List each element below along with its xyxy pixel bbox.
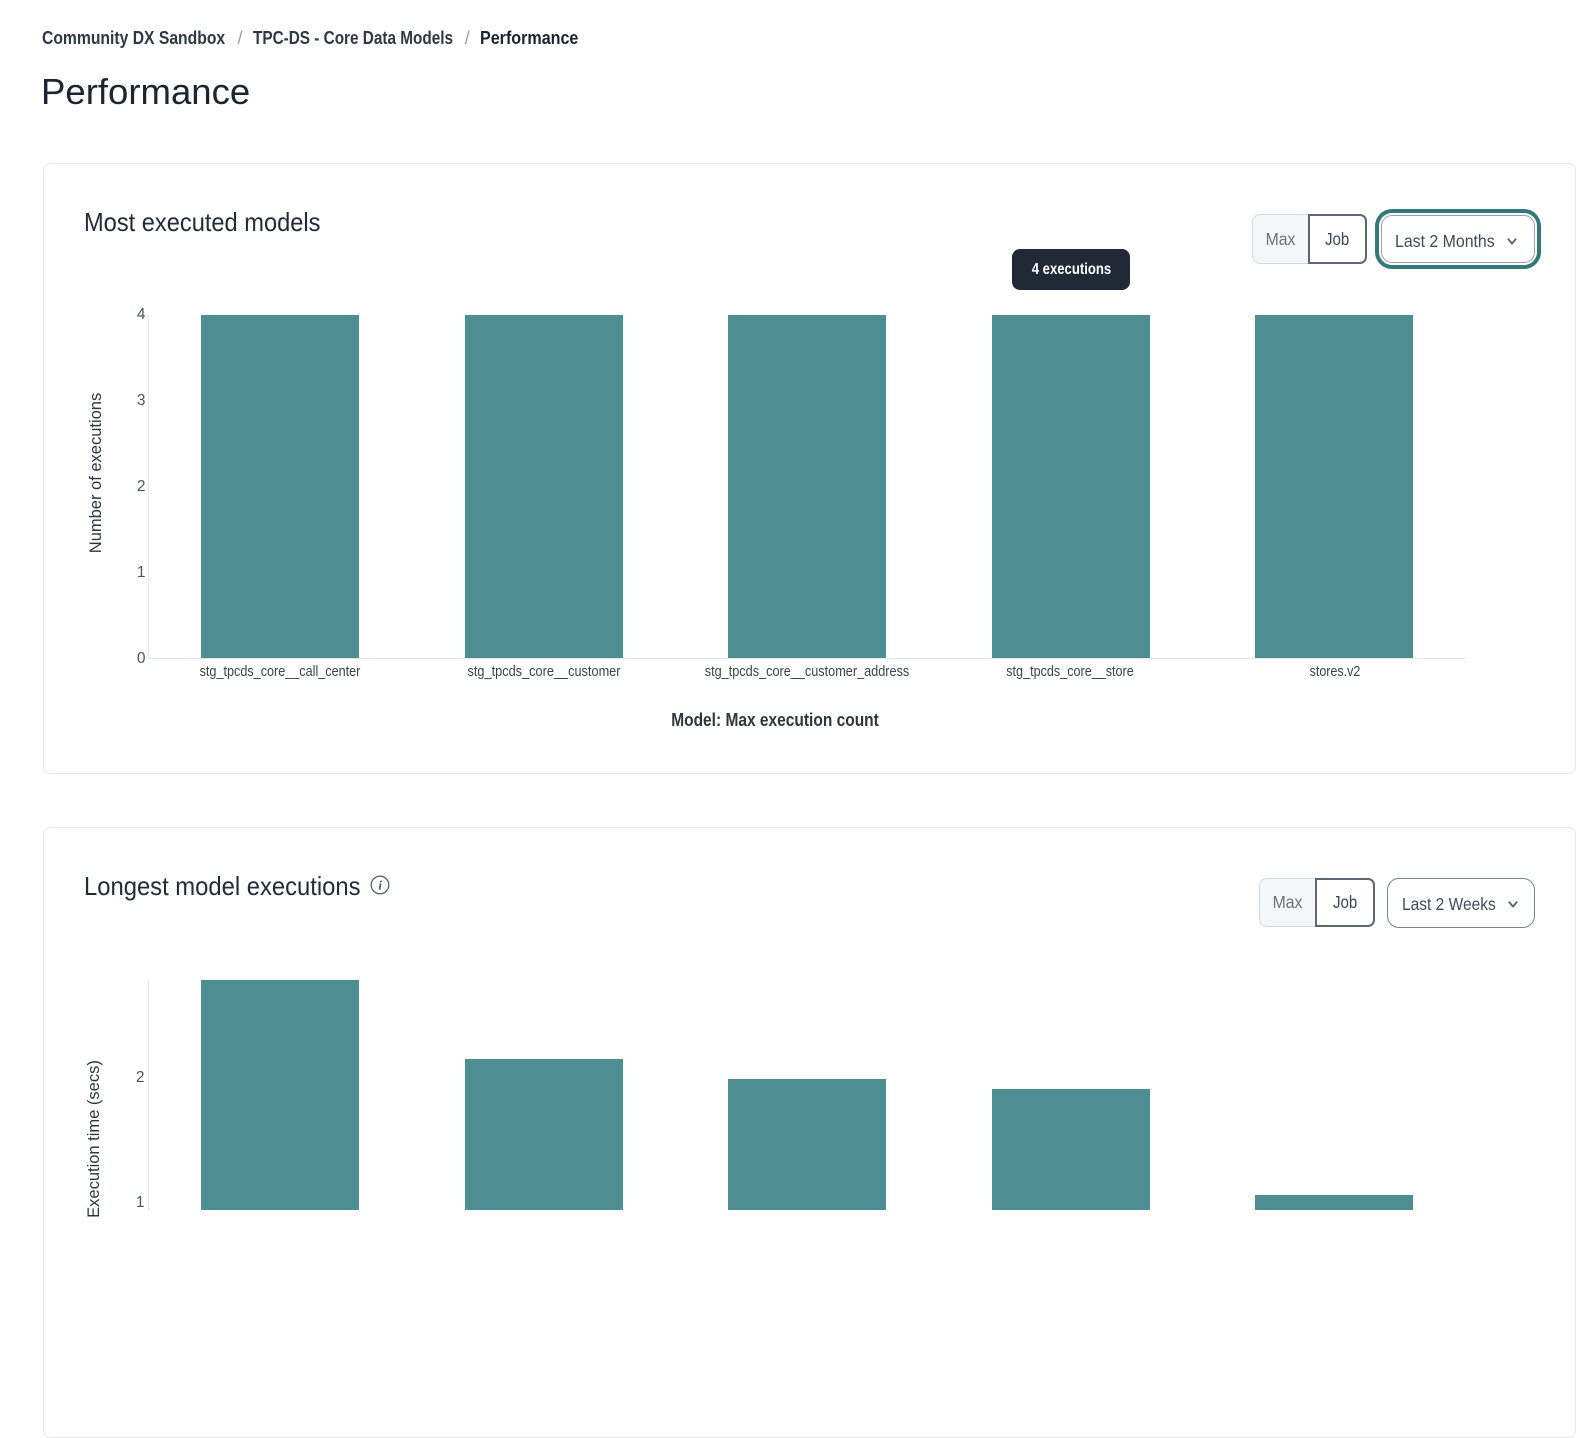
svg-text:i: i (378, 877, 382, 892)
